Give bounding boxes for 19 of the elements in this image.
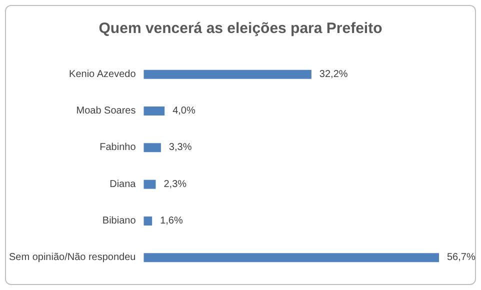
y-tick-label: Diana <box>110 178 136 190</box>
bar <box>144 70 312 79</box>
y-tick-label: Bibiano <box>102 216 136 226</box>
data-label: 32,2% <box>319 68 348 80</box>
bar <box>144 216 152 226</box>
bar <box>144 106 165 116</box>
y-tick-label: Kenio Azevedo <box>69 68 136 80</box>
bar <box>144 180 156 189</box>
data-label: 1,6% <box>160 216 183 226</box>
data-label: 4,0% <box>172 106 196 116</box>
data-label: 2,3% <box>164 178 187 190</box>
bar <box>144 253 439 262</box>
y-tick-label: Sem opinião/Não respondeu <box>8 252 136 264</box>
y-tick-label: Fabinho <box>100 142 136 154</box>
y-tick-label: Moab Soares <box>76 106 136 116</box>
bar <box>144 143 161 152</box>
data-label: 3,3% <box>168 142 192 154</box>
chart-title: Quem vencerá as eleições para Prefeito <box>98 20 382 37</box>
data-label: 56,7% <box>447 252 476 264</box>
